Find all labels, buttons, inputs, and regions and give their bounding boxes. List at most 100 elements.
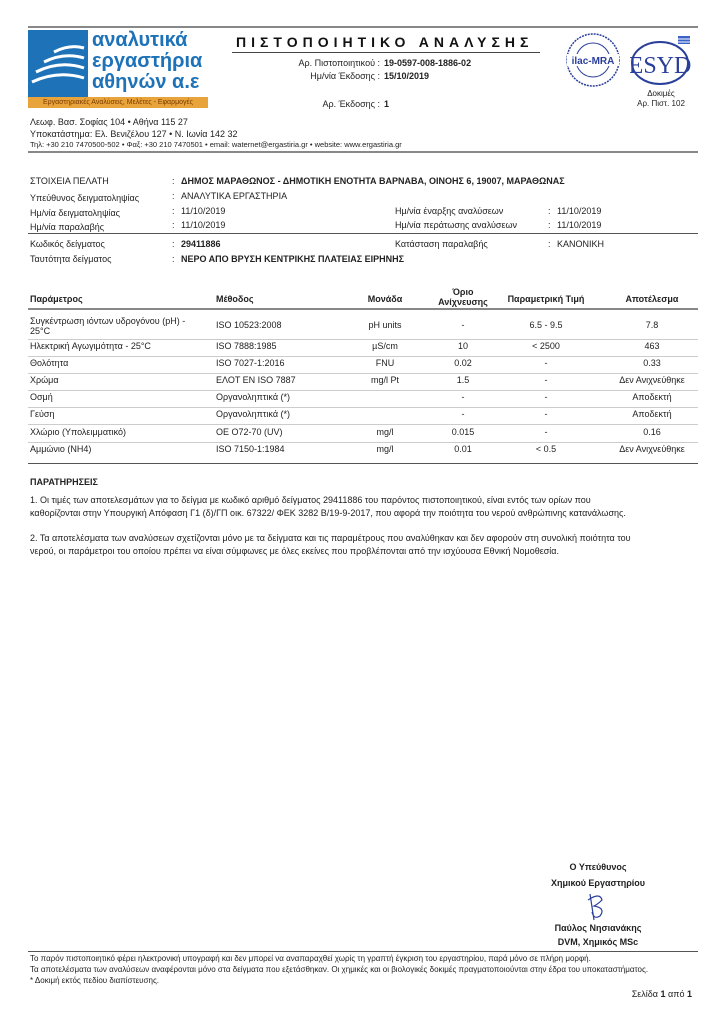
sampling-date: 11/10/2019 [181, 206, 226, 216]
svg-text:ilac-MRA: ilac-MRA [572, 56, 615, 67]
cell-parametric-value: - [544, 409, 548, 419]
colon: : [548, 206, 551, 216]
signatory-role: Ο Υπεύθυνος [569, 862, 627, 872]
client-value: ΔΗΜΟΣ ΜΑΡΑΘΩΝΟΣ - ΔΗΜΟΤΙΚΗ ΕΝΟΤΗΤΑ ΒΑΡΝΑ… [181, 176, 565, 186]
cell-unit: FNU [375, 358, 395, 368]
sample-id-label: Ταυτότητα δείγματος [30, 254, 112, 264]
remark-2: 2. Τα αποτελέσματα των αναλύσεων σχετίζο… [30, 533, 631, 543]
row-divider [28, 356, 698, 357]
cell-parameter: Αμμώνιο (NH4) [30, 444, 92, 454]
remark-1: 1. Οι τιμές των αποτελεσμάτων για το δεί… [30, 495, 591, 505]
cell-method: Οργανοληπτικά (*) [216, 409, 291, 419]
edition: 1 [384, 99, 390, 109]
logo-line: εργαστήρια [92, 50, 203, 72]
analysis-end: 11/10/2019 [557, 220, 602, 230]
cell-result: Δεν Ανιχνεύθηκε [619, 375, 685, 385]
colon: : [172, 191, 175, 201]
cell-detection-limit: 10 [457, 341, 468, 351]
cell-result: Αποδεκτή [632, 392, 672, 402]
signatory-name: Παύλος Νησιανάκης [554, 923, 642, 933]
contact-info: Τηλ: +30 210 7470500-502 • Φαξ: +30 210 … [30, 140, 402, 149]
cell-result: Αποδεκτή [632, 409, 672, 419]
cell-result: 0.33 [643, 358, 661, 368]
cell-unit: mg/l [376, 444, 394, 454]
row-divider [28, 339, 698, 340]
cert-no-label: Αρ. Πιστοποιητικού : [298, 58, 380, 68]
accreditation-type: Δοκιμές [647, 89, 675, 98]
header-parametric-value: Παραμετρική Τιμή [507, 294, 585, 304]
logo-line: αθηνών α.ε [92, 71, 200, 93]
receipt-date-label: Ημ/νία παραλαβής [30, 222, 105, 232]
colon: : [172, 239, 175, 249]
company-logo: αναλυτικά εργαστήρια αθηνών α.ε [28, 30, 208, 97]
header-detection-limit-2: Ανίχνευσης [438, 297, 488, 307]
cell-parameter: Οσμή [30, 392, 53, 402]
esyd-logo: ESYD [629, 36, 692, 86]
cell-detection-limit: - [461, 392, 465, 402]
cell-parameter-cont: 25°C [30, 326, 51, 336]
page-of: από [668, 989, 685, 999]
cell-method: Οργανοληπτικά (*) [216, 392, 291, 402]
cell-method: ΕΛΟΤ ΕΝ ISO 7887 [216, 375, 296, 385]
cell-parameter: Χρώμα [30, 375, 59, 385]
receipt-status: ΚΑΝΟΝΙΚΗ [557, 239, 605, 249]
address-branch: Υποκατάστημα: Ελ. Βενιζέλου 127 • Ν. Ιων… [30, 129, 238, 139]
cell-method: ΟΕ Ο72-70 (UV) [216, 427, 283, 437]
cell-unit: µS/cm [372, 341, 398, 351]
analysis-start-label: Ημ/νία έναρξης αναλύσεων [395, 206, 504, 216]
cell-unit: mg/l Pt [370, 375, 399, 385]
sampling-date-label: Ημ/νία δειγματοληψίας [30, 208, 121, 218]
table-bottom-divider [28, 463, 698, 464]
top-divider [28, 26, 698, 28]
signatory-role-2: Χημικού Εργαστηρίου [550, 878, 646, 888]
header-parameter: Παράμετρος [30, 294, 83, 304]
cell-detection-limit: 0.01 [454, 444, 472, 454]
cell-parameter: Συγκέντρωση ιόντων υδρογόνου (pH) - [30, 316, 186, 326]
analysis-end-label: Ημ/νία περάτωσης αναλύσεων [395, 220, 517, 230]
colon: : [548, 239, 551, 249]
footer-note-2: Τα αποτελέσματα των αναλύσεων αναφέροντα… [30, 965, 649, 974]
issue-date: 15/10/2019 [384, 71, 430, 81]
cell-parametric-value: < 2500 [532, 341, 560, 351]
cell-parameter: Ηλεκτρική Αγωγιμότητα - 25°C [30, 341, 151, 351]
cell-parametric-value: - [544, 358, 548, 368]
signatory-title: DVM, Χημικός MSc [557, 937, 639, 947]
page-number: Σελίδα 1 από 1 [632, 989, 692, 999]
page-current: 1 [660, 989, 666, 999]
header-method: Μέθοδος [216, 294, 254, 304]
client-label: ΣΤΟΙΧΕΙΑ ΠΕΛΑΤΗ [30, 176, 109, 186]
sample-code: 29411886 [181, 239, 221, 249]
cell-parametric-value: - [544, 392, 548, 402]
remarks-title: ΠΑΡΑΤΗΡΗΣΕΙΣ [30, 477, 98, 487]
row-divider [28, 390, 698, 391]
cell-result: 7.8 [645, 320, 659, 330]
cell-method: ISO 7888:1985 [216, 341, 277, 351]
cell-result: 463 [644, 341, 660, 351]
cell-result: Δεν Ανιχνεύθηκε [619, 444, 685, 454]
cell-detection-limit: 1.5 [456, 375, 470, 385]
cell-parametric-value: - [544, 375, 548, 385]
row-divider [28, 424, 698, 425]
page-total: 1 [686, 989, 692, 999]
row-divider [28, 373, 698, 374]
cell-result: 0.16 [643, 427, 661, 437]
header-unit: Μονάδα [367, 294, 403, 304]
document-title: ΠΙΣΤΟΠΟΙΗΤΙΚΟ ΑΝΑΛΥΣΗΣ [236, 34, 534, 50]
remark-2-cont: νερού, οι παράμετροι του οποίου πρέπει ν… [30, 546, 560, 556]
footer-note-1: Το παρόν πιστοποιητικό φέρει ηλεκτρονική… [30, 954, 591, 963]
colon: : [172, 220, 175, 230]
colon: : [172, 176, 175, 186]
page-label: Σελίδα [631, 989, 658, 999]
table-header-divider [28, 308, 698, 310]
ilac-logo: ilac-MRA [565, 32, 621, 88]
title-underline [232, 52, 540, 53]
cell-method: ISO 10523:2008 [216, 320, 282, 330]
cell-parametric-value: < 0.5 [535, 444, 557, 454]
handwritten-signature [584, 890, 608, 924]
cell-method: ISO 7150-1:1984 [216, 444, 285, 454]
cell-unit: mg/l [376, 427, 394, 437]
header-detection-limit: Όριο [452, 287, 474, 297]
cell-unit: pH units [368, 320, 402, 330]
footer-divider [28, 951, 698, 952]
cell-parameter: Θολότητα [30, 358, 69, 368]
